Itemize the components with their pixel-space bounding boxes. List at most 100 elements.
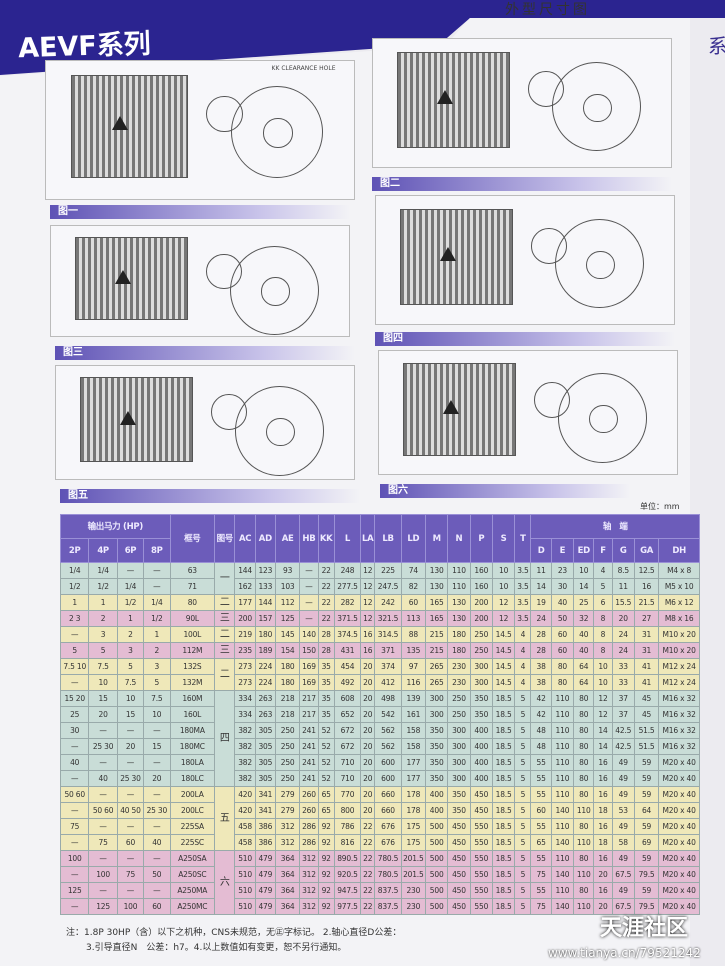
cell-4p: 7.5	[88, 658, 118, 675]
table-row: 1 1 1/2 1/4 80 二 177 144 112—22 282 12 242 60 165 130 2…	[59, 594, 700, 611]
cell-ga: 79.5	[633, 898, 660, 915]
cell-frame: 63	[169, 562, 216, 579]
figure-label-5: 图五	[60, 489, 360, 503]
cell-s: 18.5	[491, 706, 516, 723]
header-8p: 8P	[143, 538, 171, 563]
cell-ad: 224	[254, 658, 276, 675]
header-output-power: 输出马力 (HP)	[60, 514, 171, 539]
cell-ae: 312	[274, 818, 301, 835]
cell-ac: 510	[234, 850, 256, 867]
cell-n: 450	[447, 898, 471, 915]
cell-la: 22	[360, 818, 376, 835]
cell-4p: 5	[88, 642, 118, 659]
cell-l: 800	[333, 802, 362, 819]
cell-8p: —	[143, 786, 171, 803]
cell-la: 16	[360, 642, 376, 659]
cell-4p: 25 30	[88, 738, 118, 755]
cell-d: 55	[530, 850, 552, 867]
cell-t: 5	[514, 818, 532, 835]
cell-g: 15.5	[611, 594, 635, 611]
cell-ac: 510	[234, 866, 256, 883]
cell-8p: 2	[143, 642, 171, 659]
cell-ed: 80	[573, 818, 595, 835]
cell-d: 48	[530, 738, 552, 755]
header-2p: 2P	[59, 538, 90, 563]
cell-p: 550	[469, 818, 493, 835]
cell-frame: 90L	[169, 610, 216, 627]
cell-p: 200	[469, 594, 493, 611]
cell-frame: 100L	[169, 626, 216, 643]
cell-t: 5	[514, 738, 532, 755]
cell-8p: 3	[143, 658, 171, 675]
cell-2p: 7.5 10	[59, 658, 90, 675]
cell-la: 22	[360, 898, 376, 915]
cell-8p: 1	[143, 626, 171, 643]
cell-p: 200	[469, 610, 493, 627]
cell-la: 20	[360, 722, 376, 739]
cell-kk: 92	[317, 834, 335, 851]
cell-lb: 412	[374, 674, 402, 691]
cell-8p: —	[143, 754, 171, 771]
figure-label-1: 图一	[50, 205, 350, 219]
cell-hb: —	[299, 578, 319, 595]
cell-ga: 79.5	[633, 866, 660, 883]
cell-ed: 64	[573, 674, 595, 691]
cell-dh: M20 x 40	[658, 754, 700, 771]
cell-kk: 22	[317, 562, 335, 579]
cell-m: 350	[424, 770, 449, 787]
cell-ld: 88	[400, 626, 427, 643]
cell-g: 8.5	[611, 562, 635, 579]
cell-e: 140	[550, 866, 575, 883]
footnotes: 注：1.8P 30HP（含）以下之机种，CNS未规范，无㊣字标记。 2.轴心直径…	[66, 926, 401, 956]
cell-ga: 16	[633, 578, 660, 595]
cell-8p: 1/4	[143, 594, 171, 611]
cell-ad: 123	[254, 562, 276, 579]
cell-f: 16	[593, 770, 613, 787]
cell-e: 110	[550, 882, 575, 899]
cell-m: 400	[424, 802, 449, 819]
cell-e: 110	[550, 738, 575, 755]
cell-g: 49	[611, 754, 635, 771]
cell-n: 180	[447, 626, 471, 643]
cell-m: 350	[424, 738, 449, 755]
cell-t: 4	[514, 642, 532, 659]
cell-m: 300	[424, 706, 449, 723]
cell-frame: 225SC	[169, 834, 216, 851]
cell-ed: 110	[573, 898, 595, 915]
cell-ad: 305	[254, 722, 276, 739]
cell-p: 300	[469, 658, 493, 675]
cell-lb: 242	[374, 594, 402, 611]
cell-4p: 3	[88, 626, 118, 643]
cell-ac: 382	[234, 722, 256, 739]
cell-ld: 178	[400, 786, 427, 803]
cell-s: 18.5	[491, 850, 516, 867]
cell-8p: 20	[143, 770, 171, 787]
cell-4p: —	[88, 818, 118, 835]
cell-kk: 92	[317, 898, 335, 915]
cell-ld: 60	[400, 594, 427, 611]
cell-dh: M4 x 8	[658, 562, 700, 579]
cell-t: 3.5	[514, 578, 532, 595]
cell-g: 58	[611, 834, 635, 851]
table-row: —100 75 50 A250SC 510 479 364 312 92 920.5 22 780.5…	[59, 866, 700, 883]
drawing-figure-6	[378, 350, 678, 475]
cell-m: 265	[424, 674, 449, 691]
cell-lb: 600	[374, 754, 402, 771]
cell-4p: 40	[88, 770, 118, 787]
cell-ed: 14	[573, 578, 595, 595]
cell-8p: 5	[143, 674, 171, 691]
cell-l: 248	[333, 562, 362, 579]
cell-ad: 341	[254, 802, 276, 819]
cell-2p: —	[59, 626, 90, 643]
cell-e: 110	[550, 770, 575, 787]
cell-hb: —	[299, 610, 319, 627]
header-shaft-f: F	[593, 538, 613, 563]
cell-lb: 562	[374, 722, 402, 739]
cell-m: 130	[424, 562, 449, 579]
cell-n: 350	[447, 786, 471, 803]
cell-4p: —	[88, 786, 118, 803]
table-row: 50 60— — —200LA 五 420 341 279 260 65 770 20 660 178 4…	[59, 786, 700, 851]
cell-ac: 510	[234, 898, 256, 915]
cell-ed: 110	[573, 802, 595, 819]
cell-4p: —	[88, 882, 118, 899]
